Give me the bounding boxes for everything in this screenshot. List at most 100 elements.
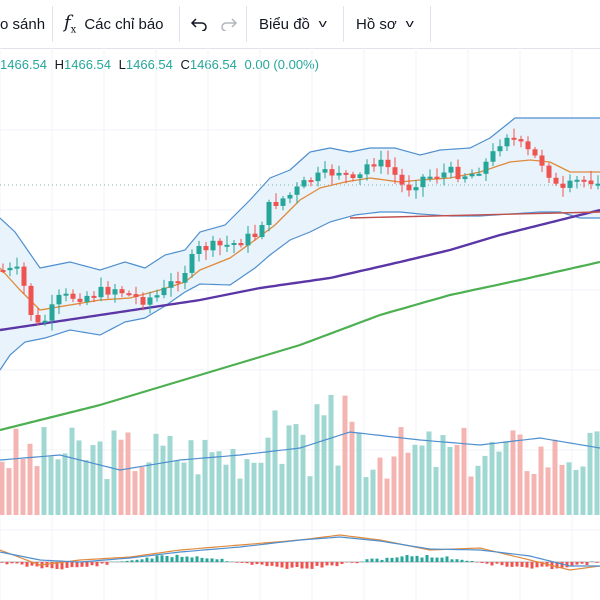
candle-body bbox=[560, 183, 566, 188]
candle-body bbox=[518, 139, 524, 142]
macd-bar bbox=[305, 562, 309, 569]
volume-bar bbox=[328, 394, 334, 515]
macd-bar bbox=[55, 562, 59, 569]
macd-bar bbox=[470, 561, 474, 562]
candle-body bbox=[175, 281, 181, 284]
volume-bar bbox=[293, 424, 299, 515]
macd-bar bbox=[70, 562, 74, 568]
macd-bar bbox=[270, 562, 274, 566]
toolbar-divider bbox=[430, 6, 431, 42]
volume-bar bbox=[363, 477, 369, 515]
candle-body bbox=[567, 180, 573, 188]
macd-bar bbox=[485, 562, 489, 564]
macd-bar bbox=[340, 562, 344, 564]
macd-bar bbox=[210, 558, 214, 562]
candle-body bbox=[168, 281, 174, 288]
candle-body bbox=[455, 166, 461, 180]
candle-body bbox=[217, 240, 223, 246]
volume-bar bbox=[146, 462, 152, 515]
macd-bar bbox=[25, 562, 29, 567]
volume-bar bbox=[412, 444, 418, 515]
volume-bar bbox=[202, 439, 208, 515]
profile-menu-button[interactable]: Hồ sơ v bbox=[356, 0, 414, 48]
fast-moving-average-line bbox=[0, 159, 600, 311]
high-value: 1466.54 bbox=[64, 57, 112, 72]
candle-body bbox=[385, 159, 391, 168]
volume-bar bbox=[195, 474, 201, 515]
volume-bar bbox=[90, 445, 96, 515]
candle-body bbox=[210, 240, 216, 251]
candle-body bbox=[364, 164, 370, 175]
macd-bar bbox=[50, 562, 54, 569]
volume-bar bbox=[174, 460, 180, 515]
volume-bar bbox=[489, 441, 495, 515]
macd-bar bbox=[140, 559, 144, 562]
indicators-button[interactable]: fx Các chỉ báo bbox=[64, 0, 164, 48]
candle-body bbox=[287, 194, 293, 199]
macd-bar bbox=[280, 562, 284, 568]
macd-bar bbox=[540, 562, 544, 567]
macd-bar bbox=[90, 562, 94, 566]
macd-bar bbox=[185, 556, 189, 562]
volume-bar bbox=[384, 478, 390, 515]
macd-bar bbox=[310, 562, 314, 569]
volume-bar bbox=[76, 440, 82, 515]
volume-bar bbox=[237, 478, 243, 515]
candle-body bbox=[126, 293, 132, 296]
macd-bar bbox=[510, 562, 514, 567]
macd-bar bbox=[535, 562, 539, 568]
macd-bar bbox=[200, 557, 204, 562]
macd-bar bbox=[215, 559, 219, 562]
volume-bar bbox=[216, 451, 222, 515]
macd-bar bbox=[380, 559, 384, 562]
volume-bar bbox=[118, 439, 124, 515]
low-value: 1466.54 bbox=[125, 57, 173, 72]
candle-body bbox=[133, 294, 139, 297]
candle-body bbox=[462, 176, 468, 180]
compare-button[interactable]: o sánh bbox=[0, 0, 45, 48]
volume-bar bbox=[321, 415, 327, 515]
open-value: 1466.54 bbox=[0, 57, 47, 72]
volume-bar bbox=[265, 437, 271, 515]
chart-menu-button[interactable]: Biểu đồ v bbox=[259, 0, 327, 48]
candle-body bbox=[322, 169, 328, 173]
macd-bar bbox=[520, 562, 524, 567]
toolbar-divider bbox=[246, 6, 247, 42]
candle-body bbox=[238, 243, 244, 246]
candle-body bbox=[182, 273, 188, 283]
volume-bar bbox=[580, 466, 586, 515]
macd-bar bbox=[410, 556, 414, 562]
candle-body bbox=[448, 166, 454, 173]
macd-bar bbox=[480, 562, 484, 563]
volume-bar bbox=[20, 458, 26, 515]
volume-bar bbox=[139, 467, 145, 515]
volume-bars bbox=[0, 394, 600, 515]
volume-bar bbox=[566, 462, 572, 515]
macd-bar bbox=[435, 557, 439, 562]
compare-label: o sánh bbox=[0, 15, 46, 33]
price-chart-canvas[interactable] bbox=[0, 48, 600, 600]
candle-body bbox=[511, 137, 517, 140]
candle-body bbox=[406, 184, 412, 191]
volume-bar bbox=[244, 459, 250, 515]
undo-button[interactable] bbox=[190, 0, 208, 48]
macd-bar bbox=[595, 562, 599, 563]
candle-body bbox=[392, 167, 398, 175]
profile-menu-label: Hồ sơ bbox=[356, 15, 397, 33]
volume-bar bbox=[279, 463, 285, 515]
macd-bar bbox=[555, 562, 559, 569]
candle-body bbox=[574, 179, 580, 182]
volume-bar bbox=[356, 433, 362, 515]
macd-bar bbox=[390, 557, 394, 562]
volume-bar bbox=[377, 457, 383, 515]
macd-bar bbox=[355, 562, 359, 564]
macd-bar bbox=[150, 558, 154, 562]
macd-bar bbox=[260, 562, 264, 565]
macd-bar bbox=[180, 556, 184, 562]
volume-bar bbox=[286, 425, 292, 515]
volume-bar bbox=[83, 460, 89, 515]
macd-signal-line bbox=[0, 536, 600, 567]
candle-body bbox=[196, 246, 202, 254]
macd-bar bbox=[530, 562, 534, 569]
redo-button[interactable] bbox=[220, 0, 238, 48]
